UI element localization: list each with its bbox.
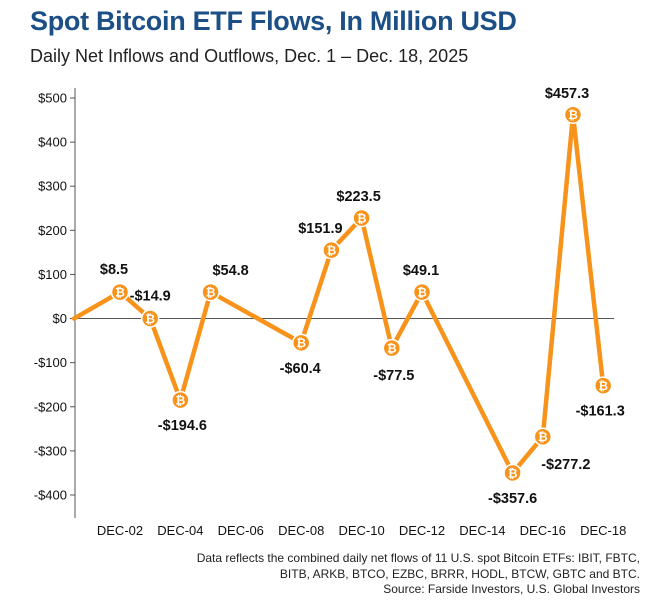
data-label: -$161.3 xyxy=(576,404,625,420)
x-tick-label: DEC-06 xyxy=(218,523,264,538)
x-tick-label: DEC-10 xyxy=(338,523,384,538)
bitcoin-icon: ₿ xyxy=(593,376,613,395)
chart-notes: Data reflects the combined daily net flo… xyxy=(197,551,640,598)
y-tick-label: -$400 xyxy=(34,488,67,503)
bitcoin-icon: ₿ xyxy=(352,208,371,228)
y-tick-label: $0 xyxy=(53,311,67,326)
bitcoin-symbol: ₿ xyxy=(357,211,367,225)
bitcoin-symbol: ₿ xyxy=(145,312,155,326)
bitcoin-symbol: ₿ xyxy=(538,430,548,444)
data-label: -$194.6 xyxy=(158,418,207,434)
bitcoin-coin xyxy=(140,309,160,328)
x-tick-label: DEC-14 xyxy=(459,523,505,538)
y-tick-label: -$100 xyxy=(34,355,67,370)
chart-subtitle: Daily Net Inflows and Outflows, Dec. 1 –… xyxy=(30,46,469,66)
notes-line-2: BITB, ARKB, BTCO, EZBC, BRRR, HODL, BTCW… xyxy=(279,566,640,581)
y-tick-label: $400 xyxy=(38,135,67,150)
data-label: -$77.5 xyxy=(373,368,414,384)
data-label: $457.3 xyxy=(545,86,589,102)
bitcoin-icon: ₿ xyxy=(382,338,402,358)
bitcoin-icon: ₿ xyxy=(291,333,311,353)
bitcoin-symbol: ₿ xyxy=(296,336,306,350)
bitcoin-icon: ₿ xyxy=(171,390,190,410)
y-tick-label: $300 xyxy=(38,179,67,194)
x-tick-label: DEC-12 xyxy=(399,523,445,538)
y-tick-label: $100 xyxy=(38,267,67,282)
bitcoin-icon: ₿ xyxy=(322,240,341,260)
bitcoin-coin xyxy=(593,376,613,395)
y-tick-label: $500 xyxy=(38,91,67,106)
bitcoin-symbol: ₿ xyxy=(387,341,397,355)
bitcoin-icon: ₿ xyxy=(533,427,553,447)
data-label: -$60.4 xyxy=(280,361,321,377)
y-tick-label: $200 xyxy=(38,223,67,238)
bitcoin-symbol: ₿ xyxy=(115,285,125,299)
x-tick-label: DEC-18 xyxy=(580,523,626,538)
bitcoin-coin xyxy=(110,282,130,302)
y-tick-label: -$300 xyxy=(34,443,67,458)
x-tick-label: DEC-02 xyxy=(97,523,143,538)
bitcoin-icon: ₿ xyxy=(110,282,130,302)
bitcoin-icon: ₿ xyxy=(503,463,522,483)
bitcoin-icon: ₿ xyxy=(563,105,583,125)
bitcoin-coin xyxy=(201,282,220,302)
bitcoin-coin xyxy=(322,240,341,260)
x-tick-label: DEC-16 xyxy=(520,523,566,538)
data-label: -$357.6 xyxy=(488,491,537,507)
x-axis-tick-labels: DEC-02 DEC-04 DEC-06 DEC-08 DEC-10 DEC-12 DEC-… xyxy=(97,523,626,538)
data-label: $151.9 xyxy=(298,221,342,237)
bitcoin-coin xyxy=(533,427,553,447)
notes-line-1: Data reflects the combined daily net flo… xyxy=(196,551,640,565)
bitcoin-symbol: ₿ xyxy=(568,108,578,122)
bitcoin-coin xyxy=(291,333,311,353)
bitcoin-icon: ₿ xyxy=(412,282,432,302)
bitcoin-coin xyxy=(503,463,522,483)
bitcoin-symbol: ₿ xyxy=(176,393,186,407)
bitcoin-coin xyxy=(563,105,583,125)
bitcoin-coin xyxy=(382,338,402,358)
data-label: $223.5 xyxy=(336,189,380,205)
bitcoin-coin xyxy=(352,208,371,228)
bitcoin-symbol: ₿ xyxy=(598,379,608,393)
bitcoin-coin xyxy=(412,282,432,302)
x-tick-label: DEC-08 xyxy=(278,523,324,538)
y-tick-label: -$200 xyxy=(34,399,67,414)
bitcoin-icon: ₿ xyxy=(140,309,160,328)
bitcoin-symbol: ₿ xyxy=(327,243,337,257)
data-label: -$277.2 xyxy=(541,457,590,473)
y-axis-tick-labels: -$400 -$300 -$200 -$100 $0 $100 $200 $300 $400 $5… xyxy=(34,91,67,503)
bitcoin-coin xyxy=(171,390,190,410)
data-labels: $8.5-$14.9 -$194.6 $54.8 -$60.4 $151.9 $223.5… xyxy=(100,86,625,507)
data-point-markers: ₿ ₿ ₿ ₿ ₿ ₿ ₿ ₿ ₿ ₿ ₿ ₿ ₿ xyxy=(110,105,613,483)
data-label: $54.8 xyxy=(212,263,248,279)
bitcoin-symbol: ₿ xyxy=(206,285,216,299)
bitcoin-icon: ₿ xyxy=(201,282,220,302)
x-tick-label: DEC-04 xyxy=(157,523,203,538)
data-label: $49.1 xyxy=(403,263,439,279)
bitcoin-symbol: ₿ xyxy=(417,285,427,299)
source-note: Source: Farside Investors, U.S. Global I… xyxy=(383,582,640,596)
bitcoin-symbol: ₿ xyxy=(508,466,518,480)
data-label: $8.5 xyxy=(100,262,128,278)
line-chart: -$400 -$300 -$200 -$100 $0 $100 $200 $300 $400 $5… xyxy=(34,86,627,538)
data-label: -$14.9 xyxy=(130,289,171,305)
chart-title: Spot Bitcoin ETF Flows, In Million USD xyxy=(30,6,517,36)
